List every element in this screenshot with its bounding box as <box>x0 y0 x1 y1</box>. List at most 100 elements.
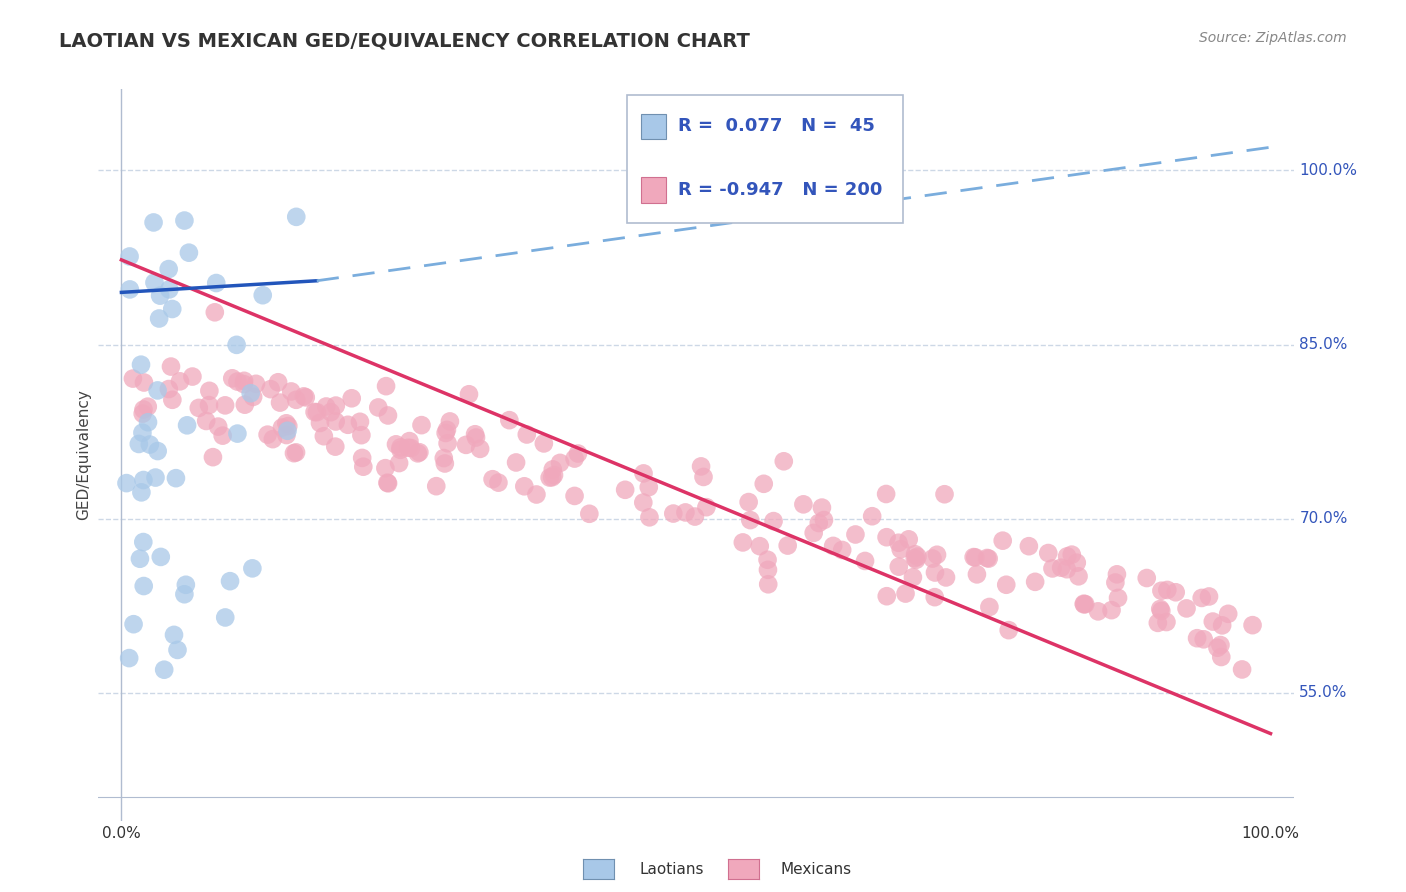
Point <box>541 470 564 484</box>
Point <box>195 414 218 428</box>
Point <box>146 444 169 458</box>
Point <box>352 459 374 474</box>
Point <box>1056 549 1078 564</box>
Point <box>979 599 1001 614</box>
FancyBboxPatch shape <box>627 95 903 223</box>
Point <box>377 409 399 423</box>
Point <box>226 375 249 389</box>
Point <box>176 418 198 433</box>
Point <box>905 553 928 567</box>
Point <box>1191 591 1213 605</box>
Point <box>374 461 396 475</box>
Point <box>1202 615 1225 629</box>
Point <box>157 282 180 296</box>
Text: 100.0%: 100.0% <box>1241 827 1299 841</box>
Point <box>548 456 571 470</box>
Point <box>498 413 520 427</box>
Point <box>1192 632 1215 647</box>
Point <box>436 423 458 437</box>
Point <box>340 392 363 406</box>
Point <box>204 305 226 319</box>
Point <box>876 589 898 603</box>
Point <box>844 527 866 541</box>
Point <box>174 578 197 592</box>
Point <box>1018 539 1040 553</box>
Point <box>276 417 298 431</box>
Point <box>1209 638 1232 652</box>
Point <box>752 476 775 491</box>
Point <box>1175 601 1198 615</box>
Point <box>1230 663 1253 677</box>
Point <box>349 415 371 429</box>
Point <box>564 489 586 503</box>
Point <box>245 376 267 391</box>
Point <box>207 419 229 434</box>
Point <box>389 441 412 455</box>
Text: LAOTIAN VS MEXICAN GED/EQUIVALENCY CORRELATION CHART: LAOTIAN VS MEXICAN GED/EQUIVALENCY CORRE… <box>59 31 749 50</box>
Point <box>690 459 713 474</box>
Point <box>132 579 155 593</box>
Point <box>921 551 943 566</box>
Point <box>1218 607 1240 621</box>
Point <box>614 483 637 497</box>
Point <box>637 480 659 494</box>
Point <box>309 416 332 430</box>
Point <box>198 398 221 412</box>
Point <box>122 371 145 385</box>
Point <box>564 451 586 466</box>
Point <box>935 570 957 584</box>
Point <box>904 551 927 566</box>
Point <box>962 550 984 565</box>
Point <box>633 495 655 509</box>
Point <box>242 561 264 575</box>
Point <box>683 509 706 524</box>
Point <box>129 551 152 566</box>
Point <box>513 479 536 493</box>
Point <box>233 374 256 388</box>
Point <box>465 430 488 444</box>
Point <box>976 551 998 566</box>
Point <box>633 467 655 481</box>
Point <box>157 262 180 277</box>
Point <box>1146 615 1168 630</box>
Point <box>505 455 527 469</box>
Point <box>1087 604 1109 618</box>
Point <box>232 377 254 392</box>
Point <box>807 516 830 530</box>
Point <box>436 436 458 450</box>
Text: R =  0.077   N =  45: R = 0.077 N = 45 <box>678 118 875 136</box>
Point <box>464 427 486 442</box>
Point <box>925 548 948 562</box>
Point <box>662 507 685 521</box>
Point <box>162 392 184 407</box>
Point <box>468 442 491 456</box>
Text: 85.0%: 85.0% <box>1299 337 1347 352</box>
Point <box>122 617 145 632</box>
Point <box>294 391 316 405</box>
Y-axis label: GED/Equivalency: GED/Equivalency <box>76 390 91 520</box>
Point <box>214 610 236 624</box>
Point <box>323 440 346 454</box>
Point <box>153 663 176 677</box>
Point <box>901 570 924 584</box>
Point <box>731 535 754 549</box>
Point <box>205 276 228 290</box>
Point <box>813 513 835 527</box>
Point <box>578 507 600 521</box>
Point <box>411 418 433 433</box>
Point <box>325 415 347 429</box>
Point <box>385 437 408 451</box>
Bar <box>641 178 666 203</box>
Point <box>977 551 1000 566</box>
Point <box>1156 582 1178 597</box>
Point <box>1067 569 1090 583</box>
Point <box>148 311 170 326</box>
Point <box>1104 575 1126 590</box>
Point <box>831 543 853 558</box>
Point <box>198 384 221 398</box>
Point <box>187 401 209 415</box>
Text: 100.0%: 100.0% <box>1299 163 1357 178</box>
Point <box>762 514 785 528</box>
Point <box>904 547 927 561</box>
Point <box>995 578 1018 592</box>
